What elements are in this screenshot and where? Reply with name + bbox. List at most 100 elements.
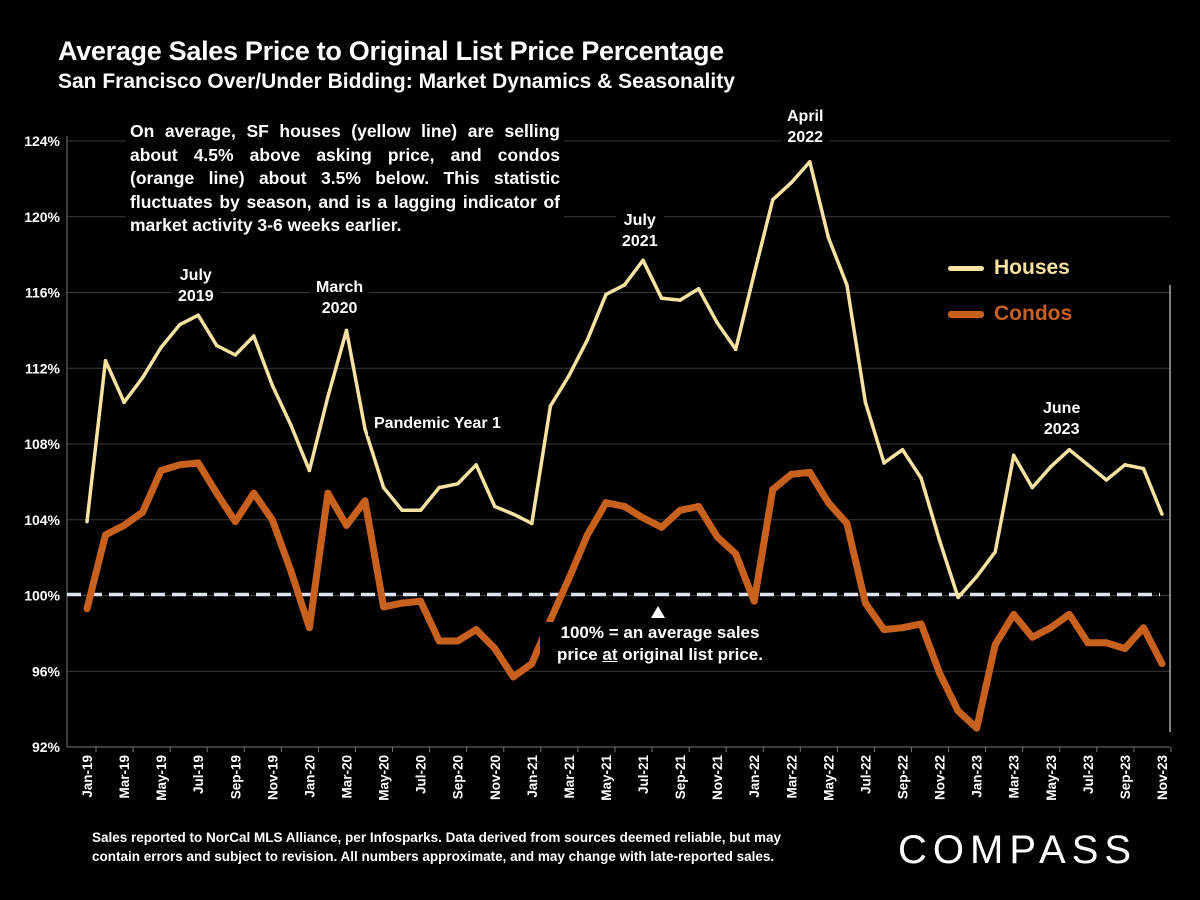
data-point-condos — [139, 508, 147, 516]
data-point-condos — [769, 485, 777, 493]
annotation-line: 2023 — [1043, 421, 1080, 438]
data-point-condos — [1158, 660, 1166, 668]
annotation-line: July — [179, 267, 212, 284]
data-point-condos — [509, 673, 517, 681]
legend-label: Condos — [994, 302, 1073, 325]
data-point-condos — [824, 499, 832, 507]
data-point-condos — [380, 603, 388, 611]
data-point-houses — [808, 160, 812, 164]
x-tick-label: Mar-20 — [339, 755, 354, 799]
x-tick-label: May-20 — [377, 755, 392, 801]
annotation-line: June — [1043, 400, 1081, 417]
data-point-condos — [658, 523, 666, 531]
x-tick-label: Nov-20 — [488, 755, 503, 800]
annotation-march-2020: March 2020 — [310, 275, 370, 321]
baseline-note-line1: 100% = an average sales — [560, 623, 760, 642]
data-point-houses — [752, 271, 756, 276]
data-point-houses — [882, 461, 886, 465]
data-point-condos — [102, 531, 110, 539]
annotation-line: April — [787, 108, 824, 125]
annotation-pandemic: Pandemic Year 1 — [368, 411, 507, 436]
data-point-condos — [231, 518, 239, 526]
x-tick-label: Sep-19 — [228, 755, 243, 799]
x-tick-label: Nov-21 — [710, 755, 725, 801]
text-underlined: at — [602, 645, 618, 664]
x-tick-label: Jul-22 — [858, 755, 873, 794]
data-point-condos — [417, 597, 425, 605]
data-point-houses — [1067, 447, 1072, 452]
annotation-april-2022: April 2022 — [781, 104, 830, 150]
footer-line: Sales reported to NorCal MLS Alliance, p… — [92, 830, 781, 845]
data-point-condos — [361, 497, 369, 505]
data-point-condos — [454, 637, 462, 645]
data-point-condos — [1139, 624, 1147, 632]
data-point-condos — [750, 597, 758, 605]
data-point-houses — [974, 574, 979, 579]
data-point-houses — [177, 322, 182, 327]
y-tick-label: 96% — [32, 663, 61, 679]
data-point-condos — [621, 502, 628, 510]
x-tick-label: May-22 — [821, 755, 836, 801]
data-point-houses — [103, 358, 108, 363]
data-point-condos — [342, 521, 350, 529]
data-point-houses — [381, 485, 386, 490]
data-point-condos — [843, 520, 851, 528]
data-point-houses — [511, 512, 516, 516]
data-point-condos — [936, 669, 944, 677]
data-point-condos — [157, 467, 165, 475]
data-point-houses — [604, 292, 608, 297]
data-point-houses — [1030, 485, 1035, 490]
data-point-condos — [1102, 639, 1110, 647]
data-point-condos — [1121, 645, 1129, 653]
data-point-condos — [1065, 610, 1073, 618]
data-point-houses — [400, 508, 404, 513]
data-point-condos — [1084, 639, 1092, 647]
y-tick-label: 92% — [32, 739, 61, 755]
chart-title: Average Sales Price to Original List Pri… — [58, 36, 724, 66]
data-point-condos — [1010, 610, 1018, 618]
data-point-houses — [214, 343, 219, 348]
x-tick-label: Mar-21 — [562, 755, 577, 799]
y-tick-label: 116% — [25, 285, 61, 301]
x-tick-label: May-21 — [599, 755, 614, 801]
data-point-condos — [83, 605, 91, 613]
legend-condos: Condos — [948, 302, 1072, 326]
x-tick-label: May-23 — [1044, 755, 1059, 801]
data-point-condos — [176, 461, 184, 469]
data-point-condos — [917, 620, 925, 628]
legend-swatch-houses — [948, 265, 984, 271]
x-tick-label: Jan-19 — [80, 755, 95, 798]
data-point-houses — [548, 404, 553, 408]
annotation-line: 2019 — [178, 288, 214, 305]
data-point-condos — [194, 459, 202, 467]
x-tick-label: Jan-22 — [747, 755, 762, 798]
data-point-condos — [324, 489, 332, 497]
data-point-houses — [307, 468, 312, 473]
data-point-houses — [270, 383, 275, 388]
data-point-houses — [789, 180, 794, 185]
data-point-houses — [678, 298, 682, 302]
data-point-houses — [326, 394, 330, 399]
data-point-houses — [585, 338, 590, 342]
x-tick-label: Nov-23 — [1155, 755, 1170, 801]
data-point-condos — [305, 624, 313, 632]
data-point-houses — [1141, 466, 1146, 471]
data-point-condos — [991, 641, 999, 649]
data-point-condos — [565, 574, 573, 582]
data-point-condos — [676, 506, 684, 514]
data-point-houses — [567, 374, 571, 378]
data-point-houses — [474, 463, 478, 467]
data-point-houses — [956, 595, 960, 600]
data-point-condos — [435, 637, 443, 645]
annotation-line: July — [623, 212, 656, 229]
data-point-houses — [418, 508, 423, 513]
data-point-houses — [1011, 453, 1016, 458]
annotation-line: 2021 — [622, 233, 658, 250]
compass-logo: COMPASS — [898, 828, 1138, 872]
data-point-houses — [252, 334, 256, 338]
x-tick-label: Jul-19 — [191, 755, 206, 794]
data-point-houses — [771, 197, 775, 202]
data-point-houses — [159, 345, 163, 350]
data-point-houses — [233, 353, 238, 357]
data-point-houses — [437, 485, 441, 490]
